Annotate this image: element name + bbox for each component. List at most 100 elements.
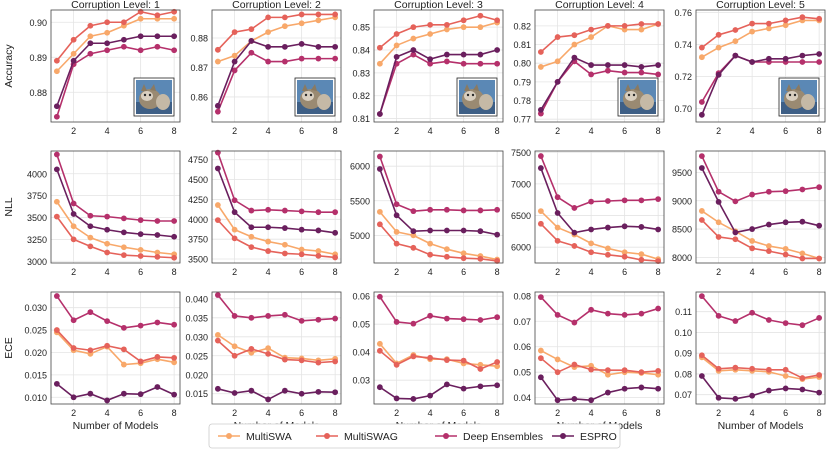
y-tick-label: 4750 <box>188 155 208 165</box>
panel-r1-c1: 3500 3750 4000 4250 4500 4750 2 4 6 8 <box>188 149 342 277</box>
data-point-espro <box>376 166 383 172</box>
y-tick-label: 4250 <box>188 195 208 205</box>
data-point-deep-ensembles <box>494 314 501 321</box>
data-point-espro <box>281 387 288 394</box>
thumbnail-cat-face <box>464 91 476 101</box>
data-point-espro <box>477 228 484 235</box>
data-point-multiswag <box>494 17 501 24</box>
y-tick-label: 3000 <box>27 257 47 267</box>
y-tick-label: 0.030 <box>185 332 208 342</box>
data-point-deep-ensembles <box>477 317 484 323</box>
data-point-deep-ensembles <box>120 215 127 222</box>
data-point-multiswag <box>638 256 645 263</box>
data-point-deep-ensembles <box>443 206 450 213</box>
data-point-espro <box>782 219 789 226</box>
data-point-espro <box>427 56 434 63</box>
thumbnail-cat-face <box>786 91 798 101</box>
data-point-espro <box>393 212 400 219</box>
x-tick-label: 2 <box>71 126 76 136</box>
data-point-espro <box>231 58 238 65</box>
data-point-multiswag <box>137 358 144 365</box>
data-point-deep-ensembles <box>298 55 305 62</box>
data-point-espro <box>588 226 595 233</box>
data-point-deep-ensembles <box>537 153 544 159</box>
data-point-multiswag <box>315 252 322 259</box>
data-point-espro <box>638 224 645 230</box>
data-point-multiswag <box>427 21 434 28</box>
legend-box <box>208 423 621 449</box>
data-point-espro <box>621 223 628 230</box>
data-point-deep-ensembles <box>588 306 595 313</box>
data-point-deep-ensembles <box>248 314 255 321</box>
legend-marker-multiswa <box>226 433 232 439</box>
data-point-multiswag <box>53 213 60 220</box>
legend-item-espro: ESPRO <box>552 431 617 443</box>
legend-label-multiswag: MultiSWAG <box>344 431 398 443</box>
data-point-multiswag <box>638 21 645 27</box>
y-tick-label: 0.72 <box>674 72 692 82</box>
x-tick-label: 6 <box>299 408 304 418</box>
y-tick-label: 3500 <box>188 255 208 265</box>
data-point-deep-ensembles <box>231 197 238 204</box>
data-point-multiswag <box>782 366 789 373</box>
plot-frame <box>534 291 665 405</box>
x-tick-label: 2 <box>555 126 560 136</box>
panel-title: Corruption Level: 5 <box>716 0 805 11</box>
cifar-cat-image <box>617 77 659 117</box>
data-point-multiswag <box>571 243 578 249</box>
y-tick-label: 0.015 <box>185 389 208 399</box>
y-tick-label: 3500 <box>27 213 47 223</box>
x-tick-label: 4 <box>750 267 755 277</box>
data-point-multiswag <box>376 221 383 228</box>
x-tick-label: 8 <box>333 126 338 136</box>
data-point-multiswag <box>460 255 467 262</box>
data-point-espro <box>571 396 578 402</box>
y-tick-label: 0.020 <box>24 348 47 358</box>
data-point-espro <box>171 391 178 398</box>
thumbnail-cat-ear <box>464 84 470 91</box>
data-point-multiswag <box>214 337 221 344</box>
data-point-espro <box>154 33 161 40</box>
data-point-multiswag <box>104 342 111 349</box>
y-tick-label: 6500 <box>511 211 531 221</box>
data-point-multiswag <box>120 252 127 259</box>
data-point-multiswa <box>104 29 111 36</box>
x-tick-label: 4 <box>428 126 433 136</box>
data-point-espro <box>410 47 417 53</box>
data-point-espro <box>749 226 756 232</box>
data-point-espro <box>248 38 255 44</box>
data-point-multiswa <box>749 238 756 244</box>
plot-frame <box>373 150 504 264</box>
data-point-espro <box>137 391 144 398</box>
data-point-espro <box>171 33 178 40</box>
plot-frame <box>211 9 342 123</box>
data-point-espro <box>554 210 561 216</box>
data-point-multiswa <box>477 24 484 31</box>
data-point-multiswag <box>231 235 238 242</box>
legend-label-deep-ensembles: Deep Ensembles <box>463 431 543 443</box>
data-point-multiswa <box>732 38 739 45</box>
data-point-multiswag <box>537 355 544 362</box>
x-tick-label: 4 <box>750 126 755 136</box>
data-point-multiswag <box>265 14 272 21</box>
y-tick-label: 4500 <box>188 175 208 185</box>
y-tick-label: 0.08 <box>513 291 531 301</box>
data-point-espro <box>655 62 662 68</box>
x-tick-label: 8 <box>656 126 661 136</box>
data-point-deep-ensembles <box>214 149 221 156</box>
data-point-multiswa <box>460 250 467 257</box>
data-point-espro <box>53 166 60 173</box>
data-point-deep-ensembles <box>87 50 94 57</box>
data-point-deep-ensembles <box>248 49 255 56</box>
data-point-multiswa <box>70 50 77 57</box>
data-point-multiswa <box>554 224 561 231</box>
data-point-multiswa <box>53 198 60 205</box>
x-tick-label: 4 <box>266 126 271 136</box>
x-tick-label: 8 <box>656 267 661 277</box>
y-tick-label: 0.06 <box>513 342 531 352</box>
data-point-deep-ensembles <box>70 317 77 324</box>
data-point-multiswag <box>816 372 823 378</box>
data-point-multiswag <box>231 29 238 36</box>
data-point-multiswag <box>765 20 772 27</box>
